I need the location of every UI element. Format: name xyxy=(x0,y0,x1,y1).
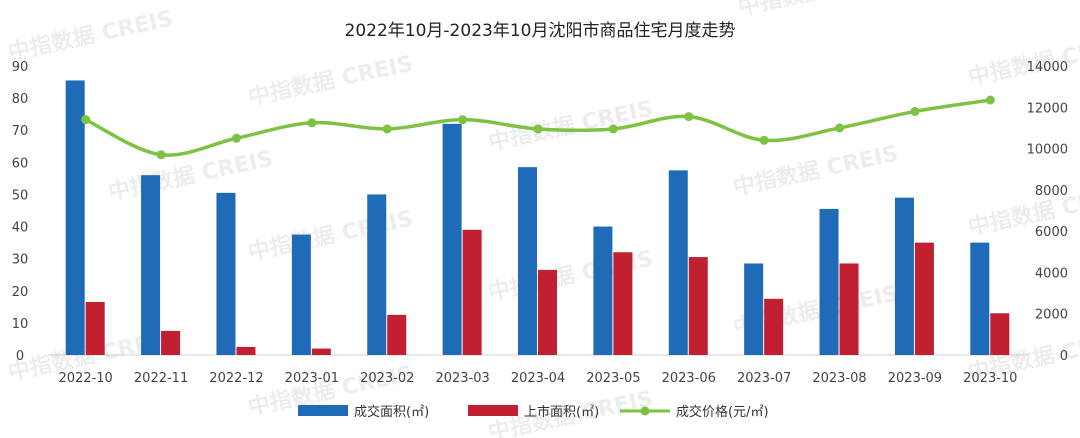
legend: 成交面积(㎡) 上市面积(㎡) 成交价格(元/㎡) xyxy=(298,404,769,420)
listing-area-bar xyxy=(85,302,105,355)
bars xyxy=(65,80,1010,355)
x-tick-label: 2023-02 xyxy=(360,371,414,386)
legend-swatch-marker xyxy=(640,406,650,416)
y-right-tick-label: 6000 xyxy=(1035,225,1068,240)
left-axis: 0 10 20 30 40 50 60 70 80 90 xyxy=(12,60,29,364)
y-left-tick-label: 20 xyxy=(12,285,29,300)
watermark-text: 中指数据 CREIS xyxy=(246,206,416,266)
deal-area-bar xyxy=(970,242,990,355)
price-point xyxy=(759,135,769,145)
x-tick-label: 2023-05 xyxy=(586,371,640,386)
price-line xyxy=(81,95,995,160)
price-point xyxy=(608,124,618,134)
legend-label: 成交价格(元/㎡) xyxy=(676,404,769,420)
deal-area-bar xyxy=(894,197,914,355)
listing-area-bar xyxy=(538,269,557,355)
x-tick-label: 2023-10 xyxy=(963,371,1017,386)
deal-area-bar xyxy=(593,226,613,355)
legend-listing-area: 上市面积(㎡) xyxy=(468,404,599,420)
listing-area-bar xyxy=(914,242,934,355)
deal-area-bar xyxy=(518,167,537,355)
listing-area-bar xyxy=(990,313,1010,355)
y-left-tick-label: 0 xyxy=(16,349,24,364)
price-point xyxy=(382,124,392,134)
deal-area-bar xyxy=(141,175,161,355)
listing-area-bar xyxy=(387,314,407,355)
x-tick-label: 2023-08 xyxy=(812,371,866,386)
deal-area-bar xyxy=(668,170,688,355)
listing-area-bar xyxy=(764,298,784,355)
legend-swatch xyxy=(468,405,518,416)
deal-area-bar xyxy=(744,263,764,355)
deal-area-bar xyxy=(291,234,311,355)
y-right-tick-label: 2000 xyxy=(1035,308,1068,323)
listing-area-bar xyxy=(613,252,633,355)
y-left-tick-label: 80 xyxy=(12,92,29,107)
y-left-tick-label: 70 xyxy=(12,124,29,139)
chart-title: 2022年10月-2023年10月沈阳市商品住宅月度走势 xyxy=(345,21,736,41)
x-tick-label: 2023-09 xyxy=(888,371,942,386)
price-point xyxy=(156,150,166,160)
price-point xyxy=(910,106,920,116)
watermark-text: 中指数据 CREIS xyxy=(736,0,906,21)
price-point xyxy=(835,123,845,133)
x-tick-label: 2023-04 xyxy=(511,371,565,386)
y-right-tick-label: 4000 xyxy=(1035,266,1068,281)
y-right-tick-label: 8000 xyxy=(1035,184,1068,199)
legend-label: 上市面积(㎡) xyxy=(524,404,599,420)
legend-label: 成交面积(㎡) xyxy=(354,404,429,420)
x-tick-label: 2023-01 xyxy=(285,371,339,386)
listing-area-bar xyxy=(462,229,482,355)
listing-area-bar xyxy=(311,348,331,355)
legend-swatch xyxy=(298,405,348,416)
price-point xyxy=(985,95,995,105)
x-tick-label: 2022-11 xyxy=(134,371,188,386)
deal-area-bar xyxy=(367,194,387,355)
y-left-tick-label: 50 xyxy=(12,188,29,203)
right-axis: 0 2000 4000 6000 8000 10000 12000 14000 xyxy=(1027,60,1068,364)
y-right-tick-label: 14000 xyxy=(1027,60,1068,75)
price-point xyxy=(533,124,543,134)
x-tick-label: 2023-06 xyxy=(662,371,716,386)
y-right-tick-label: 10000 xyxy=(1027,143,1068,158)
x-tick-label: 2022-12 xyxy=(209,371,263,386)
watermark-text: 中指数据 CREIS xyxy=(6,6,176,66)
price-point xyxy=(81,115,91,125)
listing-area-bar xyxy=(688,257,708,355)
y-right-tick-label: 0 xyxy=(1060,349,1068,364)
y-left-tick-label: 10 xyxy=(12,317,29,332)
x-axis: 2022-10 2022-11 2022-12 2023-01 2023-02 2023-… xyxy=(59,371,1018,386)
y-left-tick-label: 30 xyxy=(12,253,29,268)
deal-area-bar xyxy=(216,192,236,355)
price-point xyxy=(231,133,241,143)
legend-price: 成交价格(元/㎡) xyxy=(620,404,769,420)
listing-area-bar xyxy=(839,263,859,355)
watermark-text: 中指数据 CREIS xyxy=(731,141,901,201)
watermark-text: 中指数据 CREIS xyxy=(246,51,416,111)
price-point xyxy=(307,118,317,128)
y-left-tick-label: 60 xyxy=(12,156,29,171)
deal-area-bar xyxy=(819,208,839,355)
y-right-tick-label: 12000 xyxy=(1027,101,1068,116)
price-point xyxy=(684,112,694,122)
x-tick-label: 2023-07 xyxy=(737,371,791,386)
watermark-text: 中指数据 CREIS xyxy=(106,146,276,206)
deal-area-bar xyxy=(442,123,462,355)
price-point xyxy=(458,115,468,125)
legend-deal-area: 成交面积(㎡) xyxy=(298,404,429,420)
listing-area-bar xyxy=(236,346,256,355)
x-tick-label: 2022-10 xyxy=(59,371,113,386)
y-left-tick-label: 90 xyxy=(12,60,29,75)
listing-area-bar xyxy=(161,330,181,355)
x-tick-label: 2023-03 xyxy=(435,371,489,386)
deal-area-bar xyxy=(65,80,85,355)
y-left-tick-label: 40 xyxy=(12,221,29,236)
